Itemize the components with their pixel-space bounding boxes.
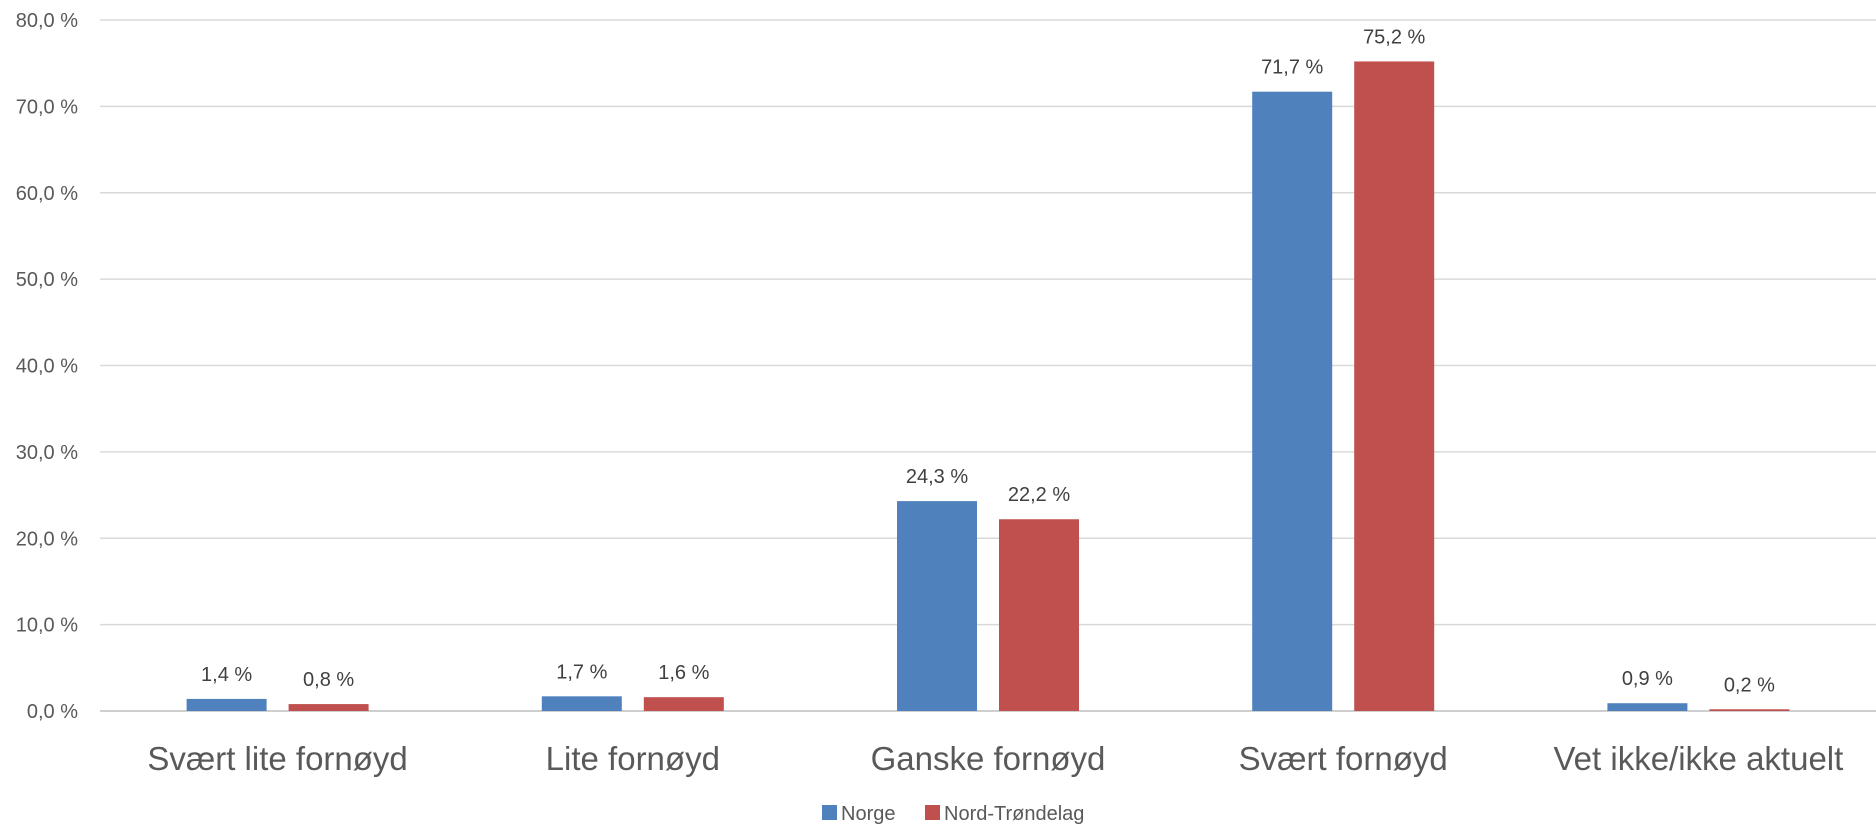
y-tick-label: 60,0 % xyxy=(16,183,78,205)
data-label: 1,6 % xyxy=(658,662,709,684)
legend-swatch-nord-trondelag xyxy=(925,805,940,820)
data-label: 0,8 % xyxy=(303,669,354,691)
bar-nord-trondelag xyxy=(288,704,369,711)
bar-norge xyxy=(1252,91,1333,711)
category-labels: Svært lite fornøyd Lite fornøyd Ganske for… xyxy=(147,740,1843,777)
bar-nord-trondelag xyxy=(643,697,724,711)
bar-nord-trondelag xyxy=(999,519,1079,711)
category-label: Svært fornøyd xyxy=(1239,740,1448,777)
legend: Norge Nord-Trøndelag xyxy=(822,803,1084,825)
y-tick-label: 40,0 % xyxy=(16,356,78,378)
gridlines xyxy=(100,19,1876,712)
category-label: Lite fornøyd xyxy=(546,740,720,777)
data-label: 0,2 % xyxy=(1724,674,1775,696)
y-tick-label: 50,0 % xyxy=(16,269,78,291)
y-tick-label: 70,0 % xyxy=(16,96,78,118)
bar-norge xyxy=(897,501,977,711)
y-tick-label: 20,0 % xyxy=(16,528,78,550)
data-label: 0,9 % xyxy=(1622,668,1673,690)
bar-nord-trondelag xyxy=(1354,61,1435,711)
bar-norge xyxy=(1607,703,1688,711)
category-label: Svært lite fornøyd xyxy=(147,740,407,777)
category-label: Vet ikke/ikke aktuelt xyxy=(1553,740,1843,777)
data-label: 1,7 % xyxy=(556,661,607,683)
y-tick-label: 0,0 % xyxy=(27,701,78,723)
y-tick-label: 10,0 % xyxy=(16,615,78,637)
legend-label: Nord-Trøndelag xyxy=(944,803,1084,825)
data-label: 1,4 % xyxy=(201,664,252,686)
y-tick-label: 80,0 % xyxy=(16,10,78,32)
bar-nord-trondelag xyxy=(1709,709,1790,711)
bar-norge xyxy=(541,696,622,711)
data-labels: 1,4 % 0,8 % 1,7 % 1,6 % 24,3 % 22,2 % 71,7 % 75… xyxy=(201,26,1775,696)
data-label: 22,2 % xyxy=(1008,484,1070,506)
bar-norge xyxy=(186,698,267,711)
y-axis-tick-labels: 0,0 % 10,0 % 20,0 % 30,0 % 40,0 % 50,0 % 60,0 … xyxy=(16,10,78,723)
bars xyxy=(186,61,1790,711)
y-tick-label: 30,0 % xyxy=(16,442,78,464)
data-label: 71,7 % xyxy=(1261,57,1323,79)
legend-swatch-norge xyxy=(822,805,837,820)
data-label: 75,2 % xyxy=(1363,26,1425,48)
category-label: Ganske fornøyd xyxy=(871,740,1106,777)
data-label: 24,3 % xyxy=(906,466,968,488)
legend-label: Norge xyxy=(841,803,895,825)
